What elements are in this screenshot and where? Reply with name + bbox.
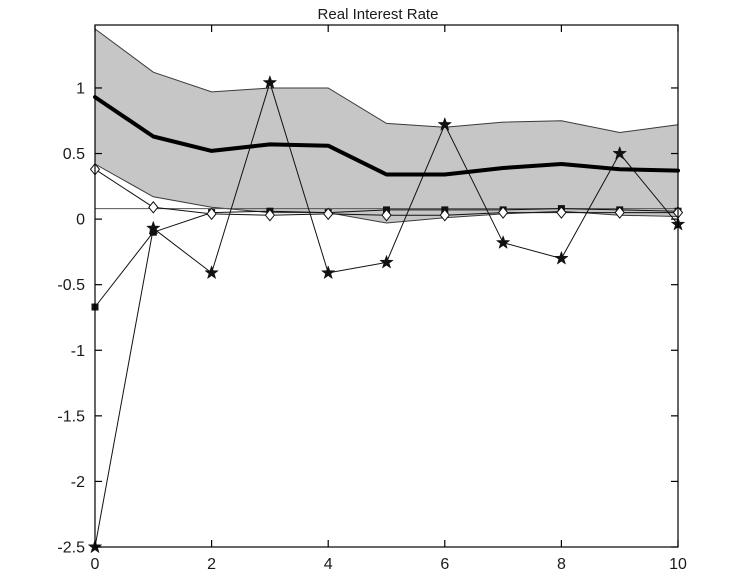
star-marker [262, 74, 278, 89]
y-tick-label: -1 [71, 343, 85, 360]
diamond-marker [381, 208, 392, 222]
diamond-marker [148, 201, 159, 214]
y-tick-label: 0.5 [63, 146, 85, 163]
diamond-marker [439, 208, 450, 222]
chart-title: Real Interest Rate [317, 6, 439, 23]
diamond-marker [497, 206, 509, 219]
x-tick-label: 2 [207, 556, 216, 573]
star-marker [379, 254, 394, 269]
diamond-marker [323, 207, 334, 221]
x-tick-label: 10 [669, 556, 687, 573]
diamond-marker [264, 208, 276, 222]
x-tick-label: 4 [324, 556, 333, 573]
diamond-marker [206, 207, 217, 221]
confidence-band [94, 27, 679, 224]
x-tick-label: 0 [91, 556, 100, 573]
axes-box [94, 24, 679, 548]
median-response-line [93, 95, 680, 177]
star-marker [554, 250, 569, 265]
star-marker [612, 145, 628, 160]
star-marker [495, 234, 511, 249]
x-tick-label: 8 [557, 556, 566, 573]
x-tick-label: 6 [440, 556, 449, 573]
diamond-marker [556, 206, 567, 219]
star-marker [437, 116, 453, 131]
y-tick-label: -2.5 [57, 540, 85, 557]
diamond-marker [614, 206, 625, 219]
y-tick-label: -2 [71, 474, 85, 491]
y-tick-label: -0.5 [57, 277, 85, 294]
star-marker [204, 265, 219, 280]
y-tick-label: 1 [76, 80, 85, 97]
square-marker [149, 228, 157, 236]
star-marker [320, 265, 336, 280]
y-tick-label: -1.5 [57, 408, 85, 425]
y-tick-label: 0 [76, 212, 85, 229]
